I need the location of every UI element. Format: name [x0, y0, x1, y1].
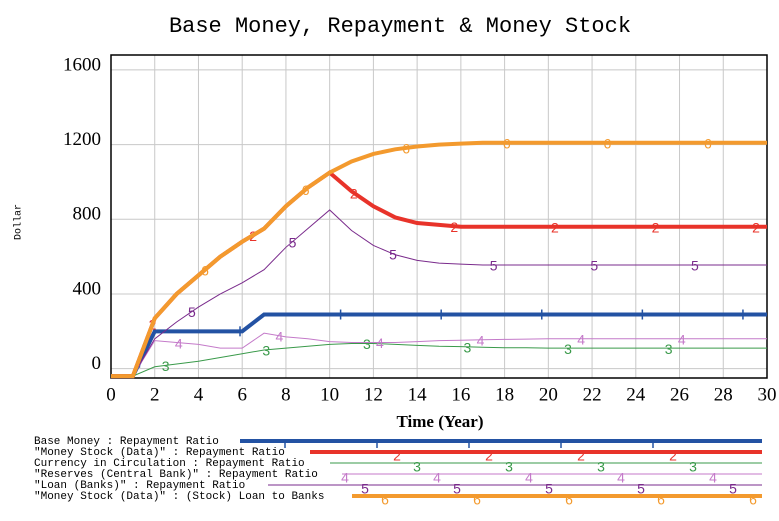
series-marker: 2: [752, 219, 760, 235]
legend-marker: 3: [597, 459, 605, 475]
x-tick-label: 16: [451, 384, 470, 405]
x-tick-label: 20: [539, 384, 558, 405]
legend-marker: 2: [669, 448, 677, 464]
series-marker: 3: [262, 343, 270, 359]
series-marker: 5: [590, 258, 598, 274]
series-marker: 2: [450, 219, 458, 235]
series-marker: 6: [603, 135, 611, 151]
plot-frame: [110, 54, 768, 379]
legend-marker: 4: [433, 470, 441, 486]
x-tick-label: 14: [408, 384, 428, 405]
series-marker: 5: [691, 258, 699, 274]
series-marker: 4: [275, 329, 283, 345]
legend-marker: 5: [361, 481, 369, 497]
x-tick-label: 28: [714, 384, 733, 405]
y-axis-label: Dollar: [13, 204, 25, 240]
x-tick-label: 10: [320, 384, 339, 405]
legend-marker: 6: [473, 492, 481, 508]
legend-marker: 6: [749, 492, 757, 508]
x-tick-label: 26: [670, 384, 689, 405]
legend-marker: 2: [577, 448, 585, 464]
x-tick-label: 4: [194, 384, 204, 405]
series-marker: 6: [201, 262, 209, 278]
series-marker: 5: [490, 258, 498, 274]
legend-marker: 3: [413, 459, 421, 475]
legend-marker: 6: [565, 492, 573, 508]
series-line: [111, 312, 767, 379]
legend-marker: 5: [545, 481, 553, 497]
legend-label: "Loan (Banks)" : Repayment Ratio: [34, 480, 245, 492]
legend-marker: 6: [381, 492, 389, 508]
y-tick-label: 800: [73, 204, 102, 225]
series-marker: 6: [402, 141, 410, 157]
legend-marker: 2: [393, 448, 401, 464]
x-tick-label: 0: [106, 384, 116, 405]
legend-marker: 3: [505, 459, 513, 475]
x-tick-label: 2: [150, 384, 160, 405]
series-marker: 5: [289, 234, 297, 250]
y-tick-label: 400: [73, 278, 102, 299]
series-line: [111, 209, 767, 377]
x-tick-label: 22: [583, 384, 602, 405]
x-tick-label: 30: [758, 384, 777, 405]
legend-marker: 4: [525, 470, 533, 486]
legend-label: Base Money : Repayment Ratio: [34, 436, 219, 448]
series-marker: 2: [551, 219, 559, 235]
y-tick-label: 1200: [63, 129, 101, 150]
legend-marker: 6: [657, 492, 665, 508]
y-tick-label: 1600: [63, 54, 101, 75]
series-marker: 2: [652, 219, 660, 235]
x-tick-label: 18: [495, 384, 514, 405]
series-marker: 3: [464, 340, 472, 356]
legend-marker: 4: [341, 470, 349, 486]
legend-marker: 4: [617, 470, 625, 486]
legend-label: "Money Stock (Data)" : (Stock) Loan to B…: [34, 491, 324, 503]
y-tick-label: 0: [92, 353, 102, 374]
legend-marker: 5: [729, 481, 737, 497]
legend-marker: 2: [485, 448, 493, 464]
legend-marker: 5: [453, 481, 461, 497]
x-axis-label: Time (Year): [396, 412, 483, 431]
legend-marker: 4: [709, 470, 717, 486]
series-marker: 5: [389, 247, 397, 263]
series-marker: 4: [678, 331, 686, 347]
series-marker: 6: [503, 135, 511, 151]
series-line: [111, 140, 767, 379]
series-marker: 3: [665, 341, 673, 357]
series-marker: 3: [162, 358, 170, 374]
series-line: [111, 332, 767, 377]
series-marker: 2: [350, 185, 358, 201]
x-tick-label: 24: [626, 384, 646, 405]
series-marker: 4: [577, 331, 585, 347]
series-line: [111, 342, 767, 377]
legend-label: Currency in Circulation : Repayment Rati…: [34, 458, 305, 470]
series-marker: 3: [564, 341, 572, 357]
series-marker: 5: [188, 304, 196, 320]
x-tick-label: 8: [281, 384, 291, 405]
series-marker: 4: [477, 332, 485, 348]
legend-label: "Reserves (Central Bank)" : Repayment Ra…: [34, 469, 318, 481]
series-marker: 4: [175, 335, 183, 351]
legend-marker: 5: [637, 481, 645, 497]
series-marker: 6: [704, 135, 712, 151]
legend-marker: 3: [689, 459, 697, 475]
chart-title: Base Money, Repayment & Money Stock: [169, 14, 631, 39]
series-marker: 3: [363, 336, 371, 352]
x-tick-label: 12: [364, 384, 383, 405]
x-tick-label: 6: [237, 384, 247, 405]
series-marker: 6: [302, 182, 310, 198]
legend-label: "Money Stock (Data)" : Repayment Ratio: [34, 447, 285, 459]
series-marker: 4: [376, 335, 384, 351]
